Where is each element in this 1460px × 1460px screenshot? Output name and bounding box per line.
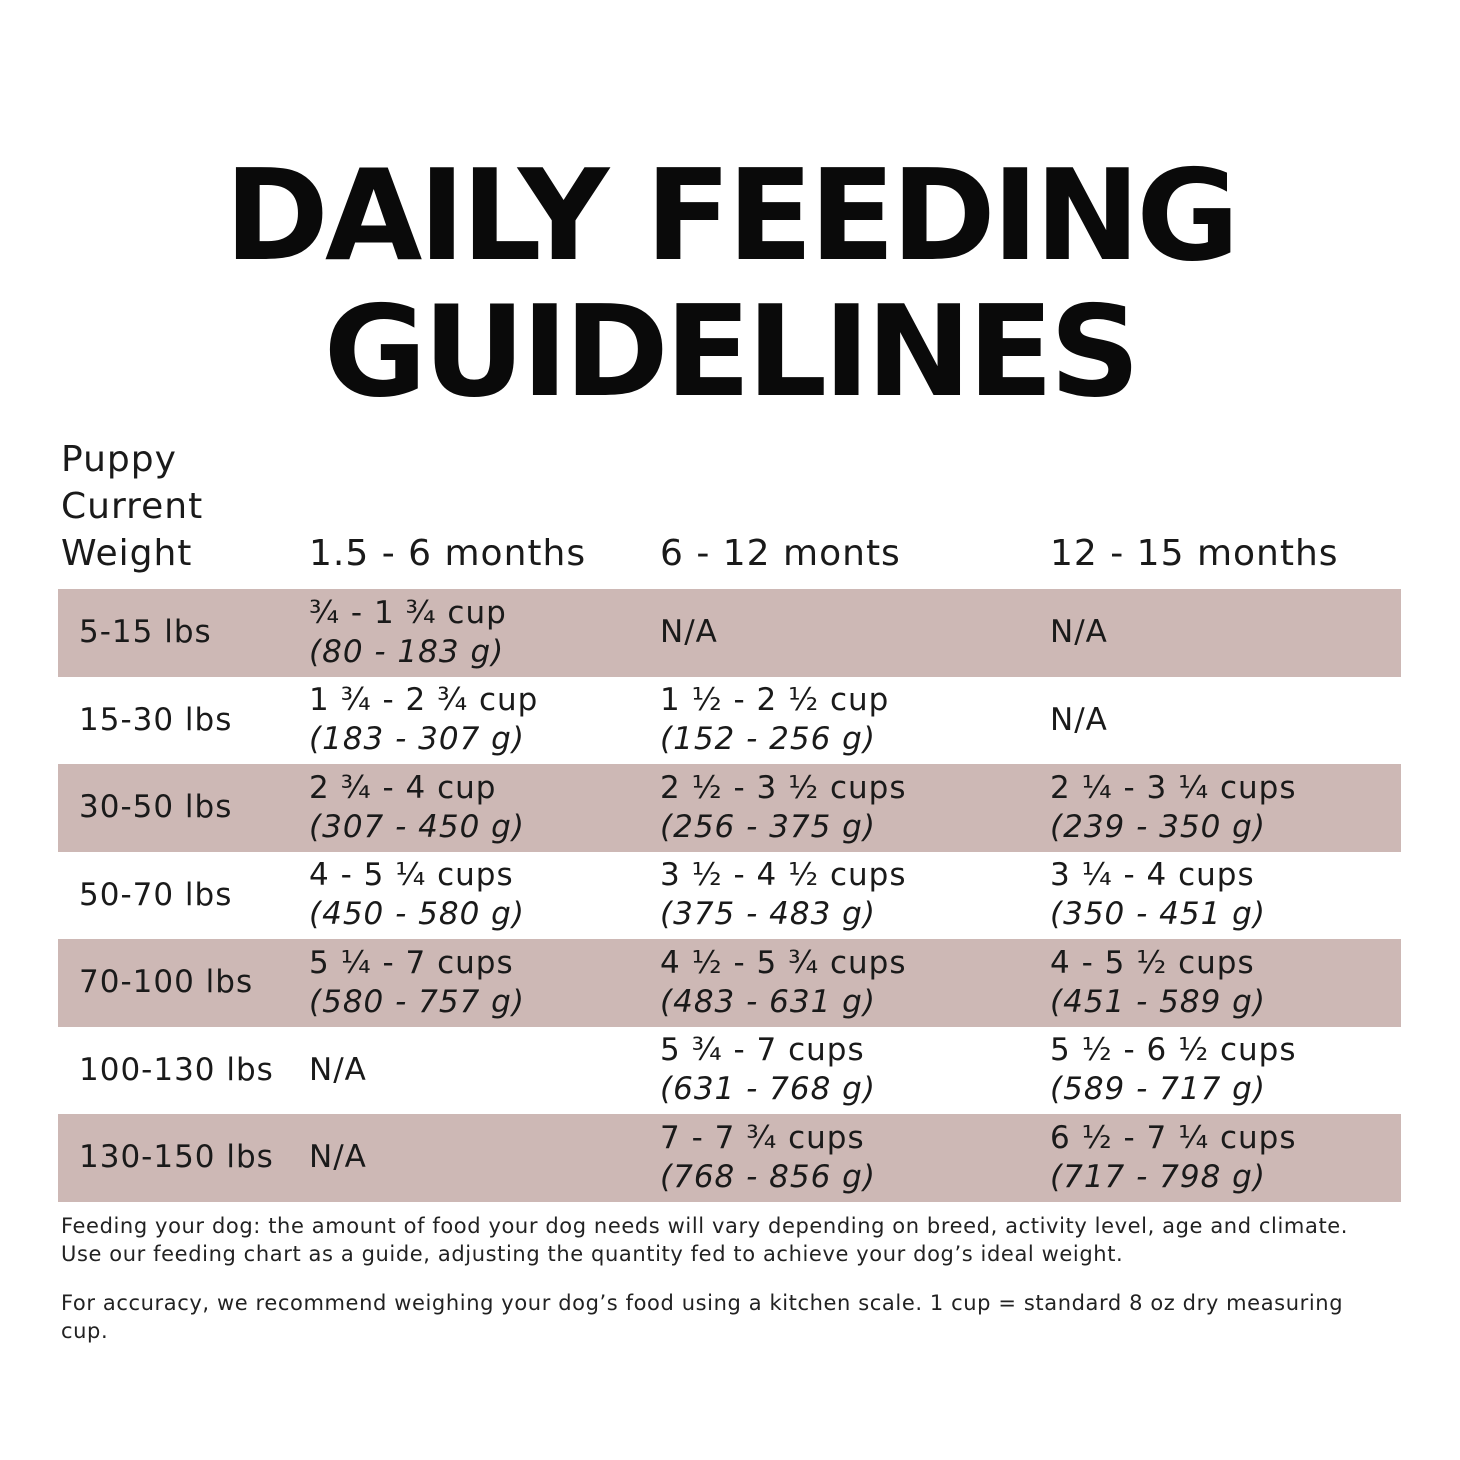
grams-value: (256 - 375 g) [660,808,876,845]
page-title: DAILY FEEDING GUIDELINES [0,148,1460,420]
notes: Feeding your dog: the amount of food you… [61,1212,1391,1366]
column-header-1-5-6-months: 1.5 - 6 months [309,533,587,574]
grams-value: (768 - 856 g) [660,1158,876,1195]
cups-value: 3 ½ - 4 ½ cups [660,857,907,894]
amount-cell: 4 - 5 ¼ cups (450 - 580 g) [309,852,525,940]
amount-cell: N/A [1050,677,1108,765]
amount-cell: N/A [660,589,718,677]
cups-value: 2 ¼ - 3 ¼ cups [1050,769,1297,806]
amount-cell: N/A [309,1114,367,1202]
grams-value: (589 - 717 g) [1050,1071,1266,1108]
amount-cell: 5 ½ - 6 ½ cups (589 - 717 g) [1050,1027,1297,1115]
cups-value: 5 ½ - 6 ½ cups [1050,1032,1297,1069]
cups-value: 4 - 5 ½ cups [1050,944,1255,981]
amount-cell: 3 ½ - 4 ½ cups (375 - 483 g) [660,852,907,940]
weight-column-header: Puppy Current Weight [61,436,203,577]
cups-value: 3 ¼ - 4 cups [1050,857,1255,894]
cups-value: 5 ¾ - 7 cups [660,1032,865,1069]
weight-cell: 100-130 lbs [79,1027,274,1115]
amount-cell: 3 ¼ - 4 cups (350 - 451 g) [1050,852,1266,940]
cups-value: N/A [660,614,718,651]
table-row: 130-150 lbs N/A 7 - 7 ¾ cups (768 - 856 g) 6… [58,1114,1401,1202]
weight-cell: 5-15 lbs [79,589,212,677]
weight-value: 30-50 lbs [79,789,233,826]
cups-value: 2 ¾ - 4 cup [309,769,497,806]
cups-value: ¾ - 1 ¾ cup [309,594,507,631]
weight-value: 50-70 lbs [79,876,233,913]
amount-cell: N/A [309,1027,367,1115]
grams-value: (717 - 798 g) [1050,1158,1266,1195]
cups-value: 1 ½ - 2 ½ cup [660,682,890,719]
amount-cell: 5 ¼ - 7 cups (580 - 757 g) [309,939,525,1027]
cups-value: N/A [1050,701,1108,738]
note-accuracy: For accuracy, we recommend weighing your… [61,1291,1344,1343]
table-row: 50-70 lbs 4 - 5 ¼ cups (450 - 580 g) 3 ½ - … [58,852,1401,940]
grams-value: (450 - 580 g) [309,896,525,933]
column-header-12-15-months: 12 - 15 months [1050,533,1339,574]
cups-value: N/A [1050,614,1108,651]
amount-cell: 2 ½ - 3 ½ cups (256 - 375 g) [660,764,907,852]
grams-value: (483 - 631 g) [660,983,876,1020]
weight-header-line-1: Puppy [61,439,177,480]
table-row: 70-100 lbs 5 ¼ - 7 cups (580 - 757 g) 4 ½ -… [58,939,1401,1027]
cups-value: 7 - 7 ¾ cups [660,1119,865,1156]
cups-value: 4 ½ - 5 ¾ cups [660,944,907,981]
table-row: 100-130 lbs N/A 5 ¾ - 7 cups (631 - 768 g) 5… [58,1027,1401,1115]
cups-value: 5 ¼ - 7 cups [309,944,514,981]
weight-cell: 15-30 lbs [79,677,232,765]
amount-cell: ¾ - 1 ¾ cup (80 - 183 g) [309,589,507,677]
weight-header-line-3: Weight [61,533,193,574]
grams-value: (239 - 350 g) [1050,808,1266,845]
amount-cell: N/A [1050,589,1108,677]
cups-value: N/A [309,1051,367,1088]
grams-value: (451 - 589 g) [1050,983,1266,1020]
grams-value: (580 - 757 g) [309,983,525,1020]
title-line-1: DAILY FEEDING [224,142,1239,289]
column-header-6-12-months: 6 - 12 monts [660,533,901,574]
weight-value: 100-130 lbs [79,1051,274,1088]
amount-cell: 4 - 5 ½ cups (451 - 589 g) [1050,939,1266,1027]
note-feeding: Feeding your dog: the amount of food you… [61,1214,1349,1266]
feeding-table: 5-15 lbs ¾ - 1 ¾ cup (80 - 183 g) N/A N/A 15-… [58,589,1401,1202]
amount-cell: 1 ½ - 2 ½ cup (152 - 256 g) [660,677,889,765]
weight-header-line-2: Current [61,486,204,527]
weight-cell: 70-100 lbs [79,939,253,1027]
cups-value: 2 ½ - 3 ½ cups [660,769,907,806]
amount-cell: 7 - 7 ¾ cups (768 - 856 g) [660,1114,876,1202]
title-line-2: GUIDELINES [323,278,1141,425]
table-row: 15-30 lbs 1 ¾ - 2 ¾ cup (183 - 307 g) 1 ½ -… [58,677,1401,765]
weight-value: 130-150 lbs [79,1139,274,1176]
amount-cell: 1 ¾ - 2 ¾ cup (183 - 307 g) [309,677,538,765]
amount-cell: 4 ½ - 5 ¾ cups (483 - 631 g) [660,939,907,1027]
weight-cell: 50-70 lbs [79,852,232,940]
cups-value: 1 ¾ - 2 ¾ cup [309,682,539,719]
weight-cell: 30-50 lbs [79,764,232,852]
grams-value: (152 - 256 g) [660,721,876,758]
grams-value: (183 - 307 g) [309,721,525,758]
cups-value: 6 ½ - 7 ¼ cups [1050,1119,1297,1156]
amount-cell: 2 ¾ - 4 cup (307 - 450 g) [309,764,525,852]
grams-value: (80 - 183 g) [309,633,505,670]
weight-value: 15-30 lbs [79,701,233,738]
amount-cell: 6 ½ - 7 ¼ cups (717 - 798 g) [1050,1114,1297,1202]
amount-cell: 5 ¾ - 7 cups (631 - 768 g) [660,1027,876,1115]
grams-value: (375 - 483 g) [660,896,876,933]
amount-cell: 2 ¼ - 3 ¼ cups (239 - 350 g) [1050,764,1297,852]
weight-value: 70-100 lbs [79,964,254,1001]
weight-value: 5-15 lbs [79,614,212,651]
table-row: 5-15 lbs ¾ - 1 ¾ cup (80 - 183 g) N/A N/A [58,589,1401,677]
cups-value: 4 - 5 ¼ cups [309,857,514,894]
grams-value: (631 - 768 g) [660,1071,876,1108]
grams-value: (307 - 450 g) [309,808,525,845]
table-row: 30-50 lbs 2 ¾ - 4 cup (307 - 450 g) 2 ½ - 3… [58,764,1401,852]
grams-value: (350 - 451 g) [1050,896,1266,933]
weight-cell: 130-150 lbs [79,1114,274,1202]
cups-value: N/A [309,1139,367,1176]
